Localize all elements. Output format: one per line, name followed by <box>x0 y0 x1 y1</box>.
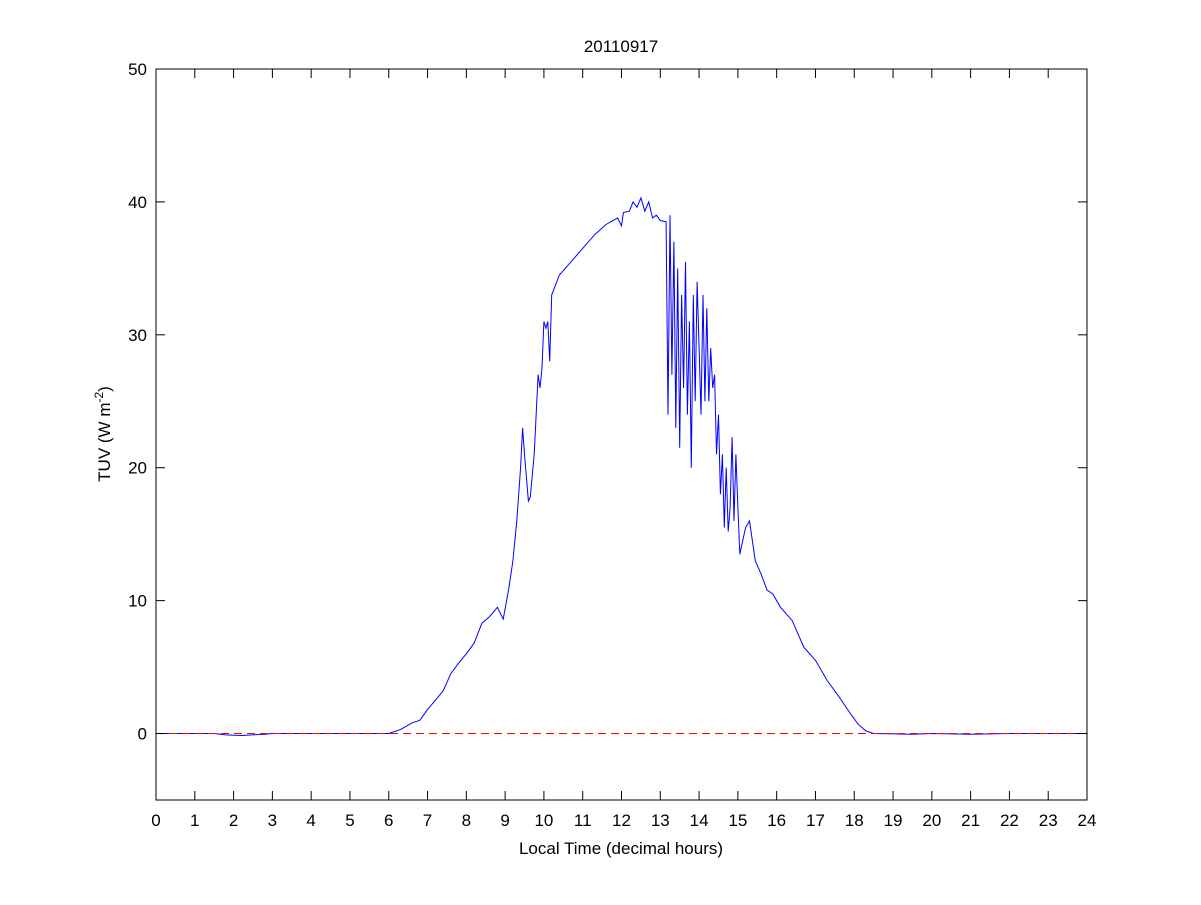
x-tick-label: 18 <box>845 811 864 830</box>
x-tick-label: 5 <box>345 811 354 830</box>
x-tick-label: 20 <box>922 811 941 830</box>
axis-ticks: 0 1 2 3 4 5 6 7 8 9 10 11 12 13 14 15 16 17 18 19 20 21 22 23 24… <box>128 60 1096 830</box>
x-tick-label: 1 <box>190 811 199 830</box>
y-axis-label-main: TUV (W m <box>95 403 114 482</box>
x-tick-label: 17 <box>806 811 825 830</box>
plot-area <box>156 196 1087 737</box>
x-tick-label: 8 <box>462 811 471 830</box>
y-tick-label: 50 <box>128 60 147 79</box>
x-tick-label: 19 <box>884 811 903 830</box>
y-tick-label: 0 <box>138 725 147 744</box>
x-tick-label: 24 <box>1078 811 1097 830</box>
x-tick-label: 21 <box>961 811 980 830</box>
x-tick-label: 4 <box>306 811 315 830</box>
x-tick-label: 10 <box>534 811 553 830</box>
x-tick-label: 9 <box>500 811 509 830</box>
x-tick-label: 3 <box>268 811 277 830</box>
y-tick-label: 20 <box>128 459 147 478</box>
y-tick-label: 30 <box>128 326 147 345</box>
x-tick-label: 22 <box>1000 811 1019 830</box>
x-tick-label: 15 <box>728 811 747 830</box>
x-tick-label: 0 <box>151 811 160 830</box>
tuv-series-line <box>156 196 1087 737</box>
x-tick-label: 14 <box>690 811 709 830</box>
x-axis-label: Local Time (decimal hours) <box>519 839 723 858</box>
y-axis-label-superscript: -2 <box>92 392 106 403</box>
y-tick-label: 40 <box>128 193 147 212</box>
chart-title: 20110917 <box>584 37 658 56</box>
y-axis-label-close: ) <box>95 386 114 392</box>
x-tick-label: 16 <box>767 811 786 830</box>
x-tick-label: 11 <box>574 811 592 830</box>
x-tick-label: 12 <box>612 811 631 830</box>
x-tick-label: 7 <box>423 811 432 830</box>
x-tick-label: 6 <box>384 811 393 830</box>
x-tick-label: 13 <box>651 811 670 830</box>
x-tick-label: 2 <box>229 811 238 830</box>
y-axis-label: TUV (W m-2) <box>92 386 114 482</box>
x-tick-label: 23 <box>1039 811 1058 830</box>
y-tick-label: 10 <box>128 592 147 611</box>
